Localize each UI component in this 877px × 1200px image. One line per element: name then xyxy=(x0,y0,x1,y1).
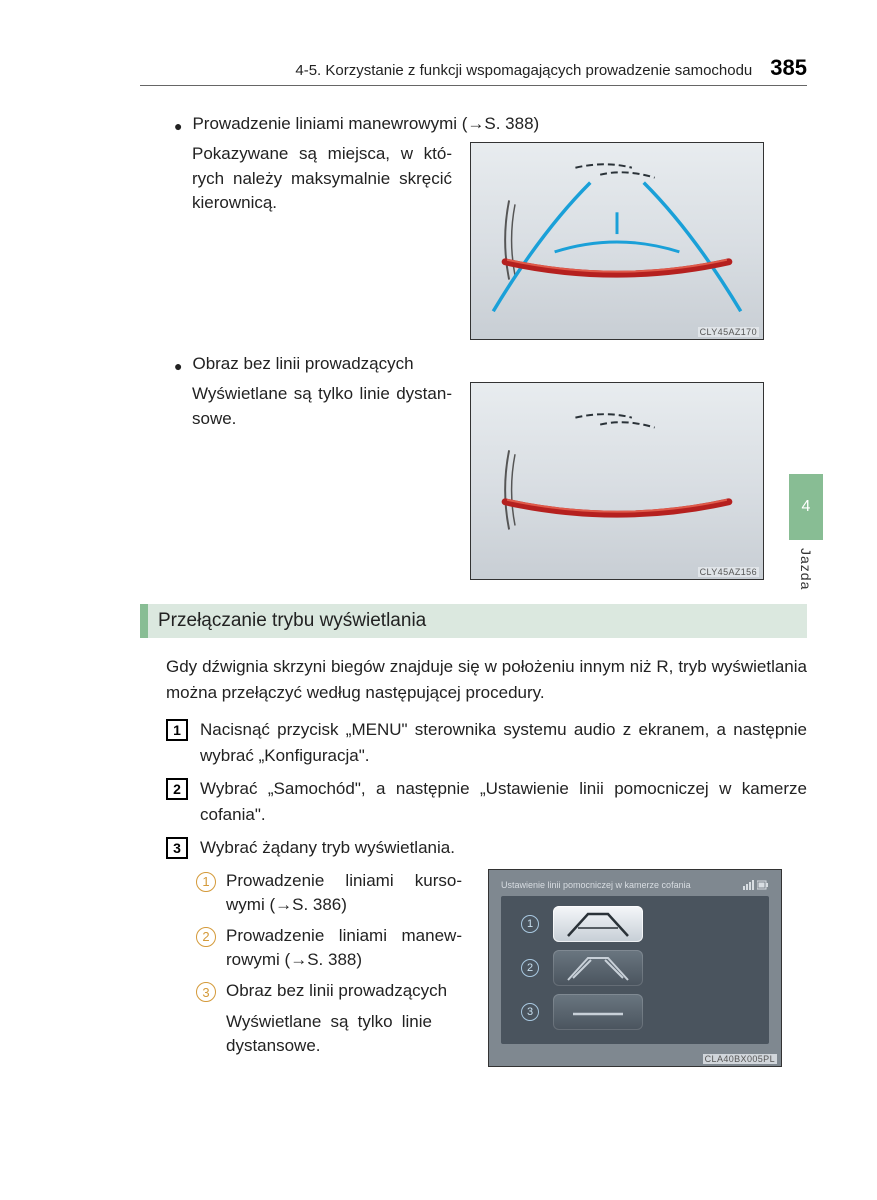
chapter-label: Jazda xyxy=(798,548,814,590)
options-row: 1 Prowadzenie liniami kurso­wymi (→S. 38… xyxy=(140,869,807,1067)
ui-option-1[interactable]: 1 xyxy=(521,906,749,942)
step-2-text: Wybrać „Samochód", a następnie „Ustawien… xyxy=(200,776,807,827)
image-code: CLY45AZ156 xyxy=(698,567,759,577)
step-1-text: Nacisnąć przycisk „MENU" sterownika syst… xyxy=(200,717,807,768)
camera-view-no-lines: CLY45AZ156 xyxy=(470,382,764,580)
status-icons xyxy=(743,880,769,890)
intro-paragraph: Gdy dźwignia skrzyni biegów znajduje się… xyxy=(166,654,807,705)
bullet-2-desc: Wyświetlane są tylko linie dystan­sowe. xyxy=(192,382,452,431)
section-title: Przełączanie trybu wyświetlania xyxy=(148,604,807,638)
ui-body: 1 2 3 xyxy=(501,896,769,1044)
chapter-tab: 4 xyxy=(789,474,823,540)
bullet-1-desc: Pokazywane są miejsca, w któ­rych należy… xyxy=(192,142,452,216)
circle-number-icon: 2 xyxy=(196,927,216,947)
circle-number-icon: 3 xyxy=(196,982,216,1002)
battery-icon xyxy=(757,880,769,890)
bullet-icon: ● xyxy=(174,354,182,378)
ui-option-2[interactable]: 2 xyxy=(521,950,749,986)
options-list: 1 Prowadzenie liniami kurso­wymi (→S. 38… xyxy=(140,869,470,1065)
bullet-icon: ● xyxy=(174,114,182,138)
step-3: 3 Wybrać żądany tryb wyświetlania. xyxy=(166,835,807,861)
ui-circle-1: 1 xyxy=(521,915,539,933)
mode-tile-maneuver[interactable] xyxy=(553,950,643,986)
option-2: 2 Prowadzenie liniami manew­rowymi (→S. … xyxy=(196,924,470,973)
header-section-title: 4-5. Korzystanie z funkcji wspomagającyc… xyxy=(295,62,752,79)
option-1-text: Prowadzenie liniami kurso­wymi (→S. 386) xyxy=(226,869,462,918)
ui-header: Ustawienie linii pomocniczej w kamerze c… xyxy=(501,880,769,890)
option-3-note-text: Wyświetlane są tylko linie dystansowe. xyxy=(226,1010,432,1059)
bullet-2-body: Wyświetlane są tylko linie dystan­sowe. … xyxy=(192,382,807,580)
mode-tile-distance[interactable] xyxy=(553,994,643,1030)
image-code: CLA40BX005PL xyxy=(703,1054,777,1064)
option-3: 3 Obraz bez linii prowadzą­cych xyxy=(196,979,470,1004)
image-code: CLY45AZ170 xyxy=(698,327,759,337)
bullet-1-title-row: ● Prowadzenie liniami manewrowymi (→S. 3… xyxy=(174,114,807,138)
bullet-1-title: Prowadzenie liniami manewrowymi (→S. 388… xyxy=(192,114,539,134)
option-2-text: Prowadzenie liniami manew­rowymi (→S. 38… xyxy=(226,924,462,973)
camera-view-maneuver-lines: CLY45AZ170 xyxy=(470,142,764,340)
maneuver-lines-svg xyxy=(471,143,763,339)
page-number: 385 xyxy=(770,55,807,81)
option-3-text: Obraz bez linii prowadzą­cych xyxy=(226,979,462,1004)
circle-number-icon: 1 xyxy=(196,872,216,892)
ui-circle-2: 2 xyxy=(521,959,539,977)
ui-screen-title: Ustawienie linii pomocniczej w kamerze c… xyxy=(501,880,691,890)
ui-circle-3: 3 xyxy=(521,1003,539,1021)
step-1: 1 Nacisnąć przycisk „MENU" sterownika sy… xyxy=(166,717,807,768)
step-number-box: 1 xyxy=(166,719,188,741)
step-2: 2 Wybrać „Samochód", a następnie „Ustawi… xyxy=(166,776,807,827)
step-number-box: 2 xyxy=(166,778,188,800)
chapter-number: 4 xyxy=(802,498,811,516)
option-3-note: Wyświetlane są tylko linie dystansowe. xyxy=(226,1010,470,1059)
section-accent-bar xyxy=(140,604,148,638)
settings-screen: Ustawienie linii pomocniczej w kamerze c… xyxy=(488,869,782,1067)
ui-option-3[interactable]: 3 xyxy=(521,994,749,1030)
no-lines-svg xyxy=(471,383,763,579)
bullet-2-title: Obraz bez linii prowadzących xyxy=(192,354,413,374)
step-3-text: Wybrać żądany tryb wyświetlania. xyxy=(200,835,807,861)
section-header: Przełączanie trybu wyświetlania xyxy=(140,604,807,638)
step-number-box: 3 xyxy=(166,837,188,859)
page-container: 4-5. Korzystanie z funkcji wspomagającyc… xyxy=(0,0,877,1107)
signal-icon xyxy=(743,880,754,890)
bullet-1-body: Pokazywane są miejsca, w któ­rych należy… xyxy=(192,142,807,340)
mode-tile-course[interactable] xyxy=(553,906,643,942)
bullet-2-title-row: ● Obraz bez linii prowadzących xyxy=(174,354,807,378)
option-1: 1 Prowadzenie liniami kurso­wymi (→S. 38… xyxy=(196,869,470,918)
page-header: 4-5. Korzystanie z funkcji wspomagającyc… xyxy=(140,55,807,86)
